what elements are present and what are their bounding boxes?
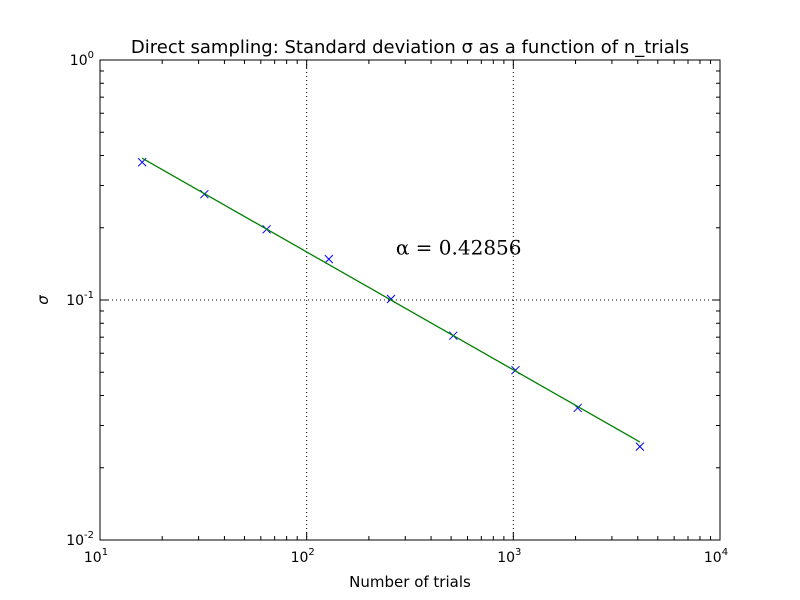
fit-line — [141, 157, 641, 443]
grid — [100, 60, 720, 540]
y-tick-label: 10-2 — [66, 530, 94, 549]
y-tick-label: 10-1 — [66, 290, 94, 309]
y-tick-label: 100 — [70, 50, 94, 69]
annotations-layer: α = 0.42856 — [396, 235, 522, 259]
x-tick-label: 103 — [497, 547, 521, 566]
y-axis-label: σ — [34, 295, 52, 305]
data-point — [324, 254, 334, 264]
x-tick-label: 102 — [291, 547, 315, 566]
series-layer — [137, 157, 645, 451]
x-tick-label: 104 — [704, 547, 728, 566]
ticks-layer: 101 102 103 104 10-2 10-1 100 — [66, 50, 728, 566]
chart-title: Direct sampling: Standard deviation σ as… — [131, 37, 689, 58]
x-axis-label: Number of trials — [349, 573, 471, 591]
fit-annotation: α = 0.42856 — [396, 235, 522, 259]
x-tick-label: 101 — [84, 547, 108, 566]
data-point — [635, 442, 645, 451]
